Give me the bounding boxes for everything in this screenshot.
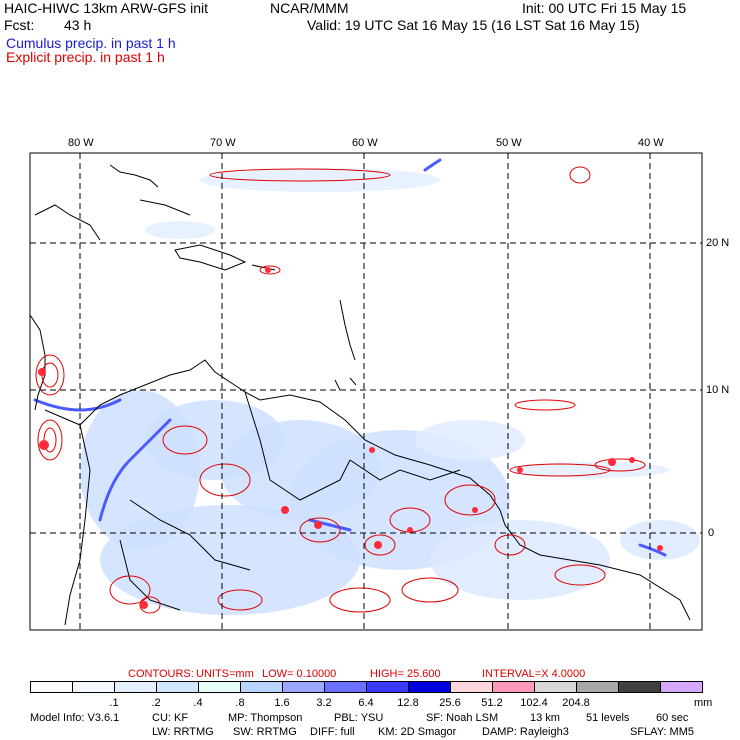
resolution: 13 km: [530, 712, 560, 724]
sw-scheme: SW: RRTMG: [233, 726, 297, 738]
lat-label-10n: 10 N: [706, 384, 730, 396]
colorbar-tick-label: 12.8: [397, 697, 419, 709]
colorbar-unit: mm: [694, 697, 713, 709]
lon-label-50w: 50 W: [496, 137, 522, 149]
colorbar-tick-label: .8: [235, 697, 245, 709]
colorbar-swatch: [492, 681, 535, 693]
colorbar-swatch: [240, 681, 283, 693]
model-info: Model Info: V3.6.1: [30, 712, 120, 724]
coastlines: [30, 164, 691, 626]
init-time: Init: 00 UTC Fri 15 May 15: [522, 0, 687, 16]
colorbar-swatch: [534, 681, 577, 693]
sf-scheme: SF: Noah LSM: [426, 712, 499, 724]
forecast-label: Fcst:: [4, 17, 35, 33]
colorbar-swatch: [618, 681, 661, 693]
mp-scheme: MP: Thompson: [228, 712, 303, 724]
forecast-hour: 43 h: [64, 17, 92, 33]
damp-option: DAMP: Rayleigh3: [482, 726, 569, 738]
latlon-grid: [30, 153, 702, 630]
colorbar-tick-label: .2: [151, 697, 161, 709]
lon-label-80w: 80 W: [68, 137, 94, 149]
colorbar-swatch: [114, 681, 157, 693]
colorbar-tick-label: 25.6: [439, 697, 461, 709]
lon-label-40w: 40 W: [638, 137, 664, 149]
colorbar-swatch: [450, 681, 493, 693]
lon-label-60w: 60 W: [352, 137, 378, 149]
colorbar-swatch: [576, 681, 619, 693]
cu-scheme: CU: KF: [152, 712, 189, 724]
colorbar-swatch: [660, 681, 703, 693]
diff-option: DIFF: full: [310, 726, 355, 738]
legend-cumulus: Cumulus precip. in past 1 h: [6, 35, 176, 51]
lw-scheme: LW: RRTMG: [152, 726, 214, 738]
colorbar-tick-label: 51.2: [481, 697, 503, 709]
legend-explicit: Explicit precip. in past 1 h: [6, 49, 165, 65]
colorbar-swatch: [324, 681, 367, 693]
chart-title: HAIC-HIWC 13km ARW-GFS init: [4, 0, 209, 16]
explicit-precip-contours: [35, 166, 646, 614]
contours-low: LOW= 0.10000: [262, 668, 337, 680]
colorbar-tick-label: 1.6: [274, 697, 290, 709]
levels: 51 levels: [586, 712, 630, 724]
colorbar-tick-label: 102.4: [520, 697, 548, 709]
colorbar-swatch: [366, 681, 409, 693]
valid-time: Valid: 19 UTC Sat 16 May 15 (16 LST Sat …: [307, 17, 640, 33]
contours-interval: INTERVAL=X 4.0000: [482, 668, 586, 680]
contours-high: HIGH= 25.600: [370, 668, 441, 680]
colorbar-swatch: [198, 681, 241, 693]
colorbar-swatch: [30, 681, 73, 693]
pbl-scheme: PBL: YSU: [334, 712, 384, 724]
colorbar-tick-label: 6.4: [358, 697, 374, 709]
timestep: 60 sec: [656, 712, 689, 724]
lat-label-eq: 0: [708, 527, 715, 539]
colorbar-tick-label: 204.8: [562, 697, 590, 709]
colorbar-swatch: [282, 681, 325, 693]
colorbar-swatch: [408, 681, 451, 693]
colorbar-swatch: [72, 681, 115, 693]
colorbar-swatch: [156, 681, 199, 693]
intense-precip: [38, 267, 663, 609]
organization: NCAR/MMM: [270, 0, 349, 16]
colorbar-tick-label: .1: [109, 697, 119, 709]
cumulus-precip-field: [80, 168, 700, 615]
contours-units: UNITS=mm: [196, 668, 254, 680]
sflay-option: SFLAY: MM5: [630, 726, 694, 738]
contours-label: CONTOURS:: [128, 668, 194, 680]
colorbar-tick-label: 3.2: [316, 697, 332, 709]
lon-label-70w: 70 W: [210, 137, 236, 149]
colorbar-tick-label: .4: [193, 697, 203, 709]
km-option: KM: 2D Smagor: [378, 726, 457, 738]
lat-label-20n: 20 N: [706, 237, 730, 249]
